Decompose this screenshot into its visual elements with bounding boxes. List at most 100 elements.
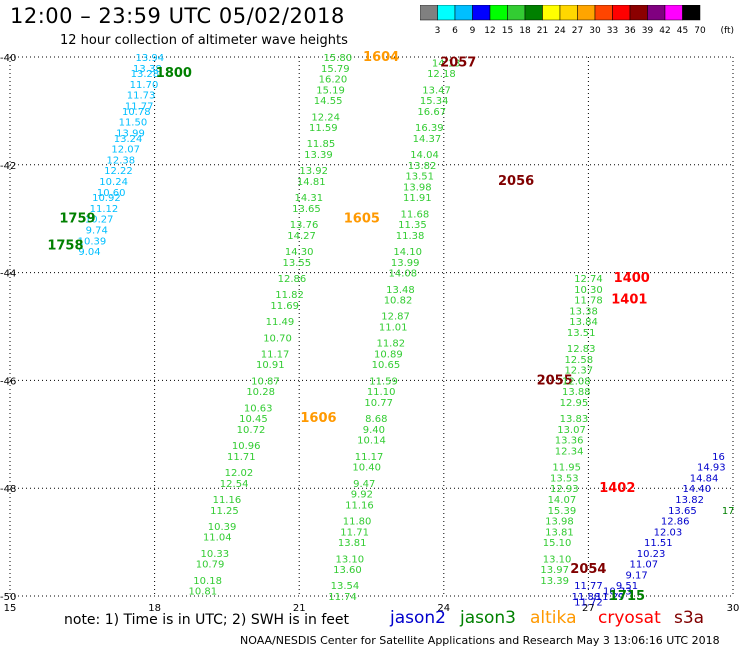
wave-height-label: 10.27 [85, 215, 114, 226]
wave-height-label: 14.27 [287, 231, 316, 242]
x-tick-label: 15 [4, 603, 17, 614]
x-tick-label: 24 [437, 603, 450, 614]
footer-credit: NOAA/NESDIS Center for Satellite Applica… [240, 634, 720, 647]
y-tick-label: -40 [0, 53, 16, 64]
pass-time-label: 2054 [570, 562, 606, 577]
wave-height-label: 12.86 [278, 274, 307, 285]
wave-height-label: 13.47 [422, 85, 451, 96]
wave-height-label: 13.54 [331, 581, 360, 592]
wave-height-label: 11.16 [345, 500, 374, 511]
wave-height-label: 11.72 [574, 597, 603, 608]
wave-height-label: 13.84 [569, 317, 598, 328]
wave-height-label: 14.10 [393, 247, 422, 258]
wave-height-label: 11.59 [309, 123, 338, 134]
wave-height-label: 9.92 [351, 490, 373, 501]
wave-height-label: 13.51 [405, 172, 434, 183]
colorbar-tick-label: 18 [519, 26, 531, 35]
wave-height-label: 11.16 [213, 495, 242, 506]
wave-height-label: 15.80 [323, 53, 352, 64]
wave-height-label: 13.76 [290, 220, 319, 231]
wave-height-label: 11.69 [270, 301, 299, 312]
wave-height-label: 13.82 [675, 495, 704, 506]
track-layer: 13.9413.3813.2811.7011.7311.7710.7811.50… [47, 50, 734, 608]
page-subtitle: 12 hour collection of altimeter wave hei… [60, 33, 348, 48]
wave-height-label: 11.80 [343, 517, 372, 528]
wave-height-label: 10.65 [372, 360, 401, 371]
wave-height-label: 11.07 [630, 560, 659, 571]
colorbar-tick-label: 6 [452, 26, 458, 35]
wave-height-label: 11.04 [203, 533, 232, 544]
wave-height-label: 11.70 [130, 80, 159, 91]
y-tick-label: -42 [0, 161, 16, 172]
wave-height-label: 10.89 [374, 349, 403, 360]
pass-time-label: 1401 [611, 293, 647, 308]
wave-height-label: 11.12 [90, 204, 119, 215]
wave-height-label: 13.38 [133, 64, 162, 75]
wave-height-label: 11.95 [552, 463, 581, 474]
pass-time-label: 1606 [300, 411, 336, 426]
x-tick-label: 30 [727, 603, 740, 614]
wave-height-label: 13.53 [550, 473, 579, 484]
wave-height-label: 10.82 [384, 296, 413, 307]
wave-height-label: 14.81 [297, 177, 326, 188]
wave-height-label: 11.74 [328, 592, 357, 603]
wave-height-label: 10.23 [637, 549, 666, 560]
wave-height-label: 11.49 [266, 317, 295, 328]
wave-height-label: 16.20 [319, 75, 348, 86]
wave-height-label: 14.30 [285, 247, 314, 258]
pass-time-label: 1758 [47, 239, 83, 254]
wave-height-label: 11.73 [127, 91, 156, 102]
wave-height-label: 15.34 [420, 96, 449, 107]
colorbar-unit-label: (ft) [720, 26, 734, 35]
wave-height-label: 15.39 [548, 506, 577, 517]
wave-height-label: 13.99 [116, 128, 145, 139]
wave-height-label: 10.18 [193, 576, 222, 587]
wave-height-label: 10.33 [201, 549, 230, 560]
wave-height-label: 14.93 [697, 463, 726, 474]
wave-height-label: 16.39 [415, 123, 444, 134]
wave-height-label: 10.39 [208, 522, 237, 533]
colorbar-tick-label: 24 [554, 26, 566, 35]
pass-time-label: 1402 [599, 481, 635, 496]
wave-height-label: 11.77 [125, 102, 154, 113]
wave-height-label: 13.92 [299, 166, 328, 177]
wave-height-label: 12.37 [564, 366, 593, 377]
satellite-legend-altika: altika [530, 608, 577, 628]
wave-height-label: 11.85 [307, 139, 336, 150]
wave-height-label: 13.81 [545, 527, 574, 538]
pass-time-label: 2057 [440, 55, 476, 70]
wave-height-label: 13.81 [338, 538, 367, 549]
wave-height-label: 17 [722, 506, 735, 517]
satellite-legend-jason3: jason3 [460, 608, 516, 628]
wave-height-label: 11.71 [340, 527, 369, 538]
wave-height-label: 9.04 [78, 247, 100, 258]
wave-height-label: 10.14 [357, 436, 386, 447]
wave-height-label: 13.99 [391, 258, 420, 269]
grid-layer [9, 56, 734, 597]
satellite-legend-cryosat: cryosat [598, 608, 661, 628]
pass-time-label: 2056 [498, 174, 534, 189]
wave-height-label: 15.10 [543, 538, 572, 549]
wave-height-label: 11.51 [644, 538, 673, 549]
wave-height-label: 10.92 [92, 193, 121, 204]
x-tick-label: 27 [582, 603, 595, 614]
wave-height-label: 13.55 [282, 258, 311, 269]
wave-height-label: 11.29 [596, 592, 625, 603]
colorbar-tick-label: 33 [607, 26, 618, 35]
wave-height-label: 11.68 [401, 209, 430, 220]
colorbar-tick-label: 42 [659, 26, 670, 35]
wave-height-label: 11.77 [574, 581, 603, 592]
pass-time-label: 2055 [537, 373, 573, 388]
wave-height-label: 11.88 [572, 592, 601, 603]
wave-height-label: 11.10 [367, 387, 396, 398]
wave-height-label: 10.60 [97, 188, 126, 199]
wave-height-label: 14.55 [314, 96, 343, 107]
wave-height-label: 10.39 [78, 236, 107, 247]
wave-height-label: 16.67 [417, 107, 446, 118]
wave-height-label: 11.82 [376, 339, 405, 350]
wave-height-label: 13.60 [333, 565, 362, 576]
wave-height-label: 13.24 [114, 134, 143, 145]
wave-height-label: 13.88 [562, 387, 591, 398]
wave-height-label: 14.07 [548, 495, 577, 506]
wave-height-label: 13.28 [131, 69, 160, 80]
